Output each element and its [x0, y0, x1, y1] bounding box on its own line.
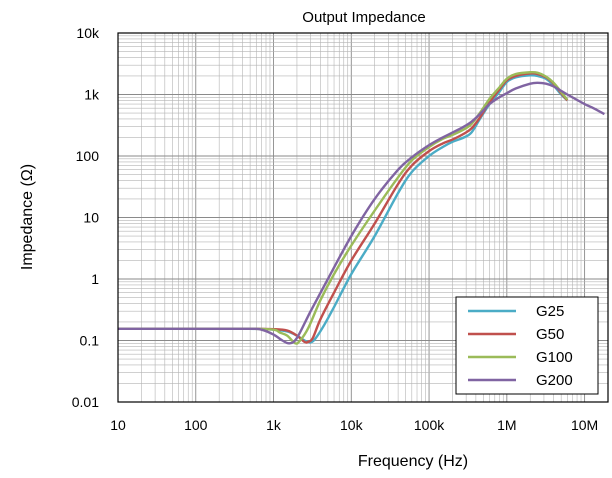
tick-labels: 10 100 1k 10k 100k 1M 10M 0.01 0.1 1 10 100 1k 10k — [72, 25, 598, 433]
x-tick-label: 100 — [184, 417, 208, 433]
y-tick-label: 10 — [83, 210, 99, 226]
x-tick-label: 100k — [414, 417, 445, 433]
legend-box — [455, 296, 599, 395]
x-axis-label: Frequency (Hz) — [358, 453, 468, 470]
x-tick-label: 10 — [110, 417, 126, 433]
x-tick-label: 10M — [571, 417, 598, 433]
y-tick-label: 0.1 — [80, 333, 100, 349]
legend-label-g100: G100 — [536, 349, 573, 366]
y-tick-label: 1k — [84, 87, 100, 103]
x-tick-label: 1k — [266, 417, 282, 433]
chart-title: Output Impedance — [302, 9, 425, 26]
legend: G25 G50 G100 G200 — [455, 296, 599, 395]
y-tick-label: 0.01 — [72, 394, 99, 410]
x-tick-label: 1M — [497, 417, 516, 433]
y-axis-label: Impedance (Ω) — [19, 164, 36, 270]
series-layer — [118, 70, 606, 345]
plot-frame — [117, 32, 609, 403]
legend-label-g200: G200 — [536, 372, 573, 389]
legend-label-g25: G25 — [536, 303, 564, 320]
y-tick-label: 100 — [76, 148, 100, 164]
y-tick-label: 1 — [91, 271, 99, 287]
series-line-g200 — [118, 81, 606, 345]
legend-label-g50: G50 — [536, 326, 564, 343]
series-line-g100 — [118, 70, 569, 345]
x-tick-label: 10k — [340, 417, 364, 433]
y-tick-label: 10k — [76, 25, 100, 41]
